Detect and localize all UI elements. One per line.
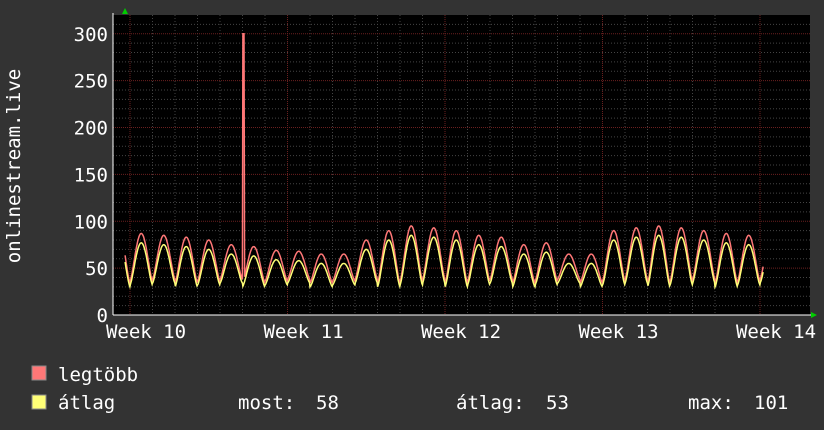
axes	[112, 8, 817, 318]
y-axis-arrow-icon	[122, 8, 128, 14]
x-tick-label: Week 11	[263, 321, 343, 343]
y-tick-label: 100	[74, 211, 108, 233]
legend-label-atlag: átlag	[58, 392, 115, 414]
average-value: 53	[546, 392, 569, 414]
major-grid	[113, 15, 810, 315]
current-label: most:	[238, 392, 295, 414]
x-tick-labels: Week 10 Week 11 Week 12 Week 13 Week 14	[106, 321, 816, 343]
x-tick-label: Week 13	[578, 321, 658, 343]
legend-label-legtobb: legtöbb	[58, 364, 138, 386]
series-layer	[124, 33, 764, 290]
x-tick-label: Week 10	[106, 321, 186, 343]
x-tick-label: Week 14	[736, 321, 816, 343]
y-tick-label: 0	[97, 305, 108, 327]
series-line-atlag	[124, 234, 764, 290]
y-tick-label: 300	[74, 24, 108, 46]
current-value: 58	[316, 392, 339, 414]
y-tick-label: 50	[85, 258, 108, 280]
y-tick-labels: 0 50 100 150 200 250 300	[74, 24, 108, 327]
y-tick-label: 200	[74, 118, 108, 140]
legend-swatch-atlag	[31, 394, 47, 410]
max-value: 101	[754, 392, 788, 414]
y-tick-label: 150	[74, 164, 108, 186]
legend: legtöbb átlag	[31, 364, 138, 414]
summary-stats: most: 58 átlag: 53 max: 101	[238, 392, 788, 414]
y-axis-label: onlinestream.live	[3, 69, 25, 263]
x-axis-arrow-icon	[811, 312, 817, 318]
average-label: átlag:	[456, 392, 525, 414]
y-tick-label: 250	[74, 71, 108, 93]
x-tick-label: Week 12	[421, 321, 501, 343]
legend-swatch-legtobb	[31, 365, 47, 381]
max-label: max:	[688, 392, 734, 414]
series-line-legtobb	[124, 33, 764, 286]
